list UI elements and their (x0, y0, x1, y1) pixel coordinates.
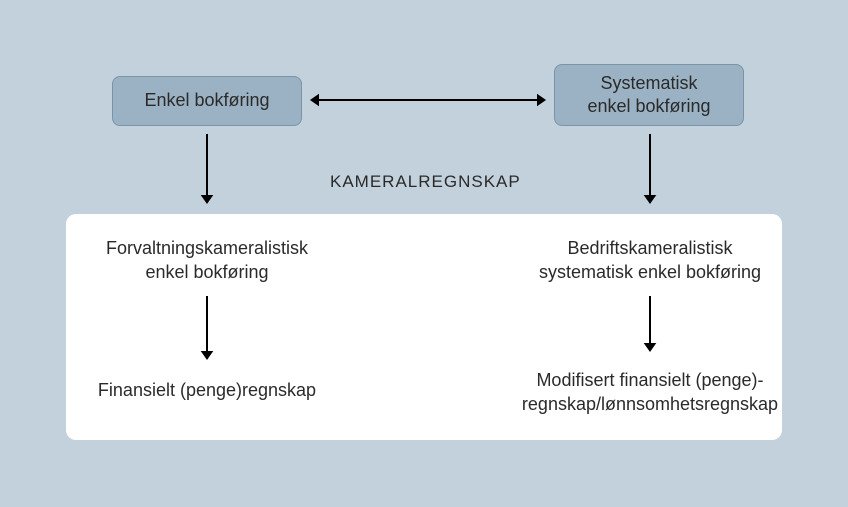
arrows-layer (0, 0, 848, 507)
